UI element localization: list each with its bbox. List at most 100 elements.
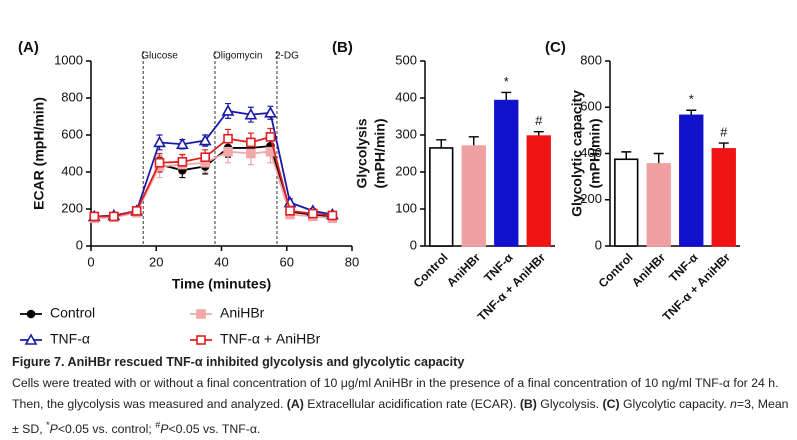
y-tick-label: 500 xyxy=(395,52,417,67)
legend-marker xyxy=(26,309,36,319)
y-tick-label: 200 xyxy=(61,200,83,215)
bar xyxy=(646,163,671,247)
legend-label: TNF-α + AniHBr xyxy=(220,331,321,347)
data-point xyxy=(246,148,256,159)
caption-text: # xyxy=(155,420,161,430)
data-point xyxy=(109,211,119,222)
y-axis-title: Glycolysis xyxy=(354,118,370,188)
y-tick-label: 800 xyxy=(61,89,83,104)
caption-text: Extracellular acidification rate (ECAR). xyxy=(303,397,520,411)
legend-marker xyxy=(196,309,206,319)
caption-text: (C) xyxy=(602,397,620,411)
caption-text: =3, Mean ± SD, xyxy=(12,397,789,437)
caption-text: (B) xyxy=(519,397,537,411)
data-point xyxy=(308,208,318,219)
event-label: Glucose xyxy=(141,51,178,62)
x-tick-label: AniHBr xyxy=(629,250,668,289)
caption-text: <0.05 vs. TNF-α. xyxy=(168,422,261,437)
event-label: 2-DG xyxy=(275,51,299,62)
data-point xyxy=(285,206,295,216)
x-axis-title: Time (minutes) xyxy=(172,276,271,292)
legend-marker xyxy=(24,333,38,345)
y-tick-label: 0 xyxy=(595,237,602,252)
x-tick-label: Control xyxy=(596,250,636,290)
data-point xyxy=(89,211,100,222)
error-bar xyxy=(436,139,447,148)
series-line xyxy=(94,150,333,220)
x-tick-label: 40 xyxy=(214,254,228,269)
bar xyxy=(679,114,704,247)
bar xyxy=(526,135,551,247)
caption-text: P xyxy=(49,422,58,437)
caption-text: Glycolytic capacity. xyxy=(619,397,731,411)
caption-text: P xyxy=(160,422,169,437)
significance-label: * xyxy=(504,74,509,89)
data-point xyxy=(327,210,338,221)
y-axis-title: (mPH/min) xyxy=(587,119,603,189)
data-point xyxy=(175,137,189,150)
bar xyxy=(614,158,639,247)
x-tick-label: 20 xyxy=(149,254,163,269)
significance-label: * xyxy=(689,92,694,107)
data-point xyxy=(265,132,276,142)
y-tick-label: 0 xyxy=(76,237,83,252)
data-point xyxy=(223,146,233,157)
panel-label: (B) xyxy=(332,39,353,56)
data-point xyxy=(223,133,233,144)
data-point xyxy=(264,106,277,118)
error-bar xyxy=(468,136,479,147)
caption-title: Figure 7. AniHBr rescued TNF-α inhibited… xyxy=(12,355,465,369)
caption-text: Glycolysis. xyxy=(536,397,603,411)
caption-text: <0.05 vs. control; xyxy=(57,422,156,437)
y-tick-label: 400 xyxy=(61,163,83,178)
y-tick-label: 100 xyxy=(395,200,417,215)
legend-label: AniHBr xyxy=(220,305,265,321)
y-tick-label: 400 xyxy=(395,89,417,104)
data-point xyxy=(200,152,210,162)
data-point xyxy=(131,206,142,216)
caption-text: n xyxy=(730,397,737,411)
legend-marker xyxy=(196,335,206,345)
y-tick-label: 200 xyxy=(580,191,602,206)
caption-body: Cells were treated with or without a fin… xyxy=(12,373,792,440)
data-point xyxy=(221,104,235,116)
data-point xyxy=(153,135,166,148)
panel-label: (A) xyxy=(18,39,39,56)
x-tick-label: Control xyxy=(411,250,451,290)
y-axis-title: ECAR (mpH/min) xyxy=(31,97,47,210)
y-axis-title: (mPH/min) xyxy=(372,119,388,189)
data-point xyxy=(246,137,256,148)
error-bar xyxy=(718,142,729,149)
bar xyxy=(711,148,736,247)
y-tick-label: 600 xyxy=(580,99,602,114)
error-bar xyxy=(653,152,664,164)
data-point xyxy=(244,108,258,120)
bar xyxy=(461,145,486,247)
caption: Figure 7. AniHBr rescued TNF-α inhibited… xyxy=(12,352,792,440)
y-tick-label: 0 xyxy=(410,237,417,252)
series-line xyxy=(94,109,333,218)
y-tick-label: 1000 xyxy=(54,52,83,67)
x-tick-label: 0 xyxy=(87,254,94,269)
x-tick-label: 80 xyxy=(345,254,359,269)
x-tick-label: 60 xyxy=(280,254,294,269)
error-bar xyxy=(686,109,697,116)
y-tick-label: 200 xyxy=(395,163,417,178)
data-point xyxy=(177,157,188,167)
y-tick-label: 800 xyxy=(580,52,602,67)
y-tick-label: 400 xyxy=(580,145,602,160)
caption-text: (A) xyxy=(286,397,304,411)
bar xyxy=(494,99,519,247)
error-bar xyxy=(501,91,512,101)
caption-text: Cells were treated with or without a fin… xyxy=(12,376,779,411)
event-label: Oligomycin xyxy=(213,51,262,62)
panel-label: (C) xyxy=(545,39,566,56)
y-tick-label: 600 xyxy=(61,126,83,141)
data-point xyxy=(154,157,165,168)
significance-label: # xyxy=(720,125,728,140)
y-tick-label: 300 xyxy=(395,126,417,141)
bar xyxy=(429,147,454,247)
significance-label: # xyxy=(535,113,543,128)
